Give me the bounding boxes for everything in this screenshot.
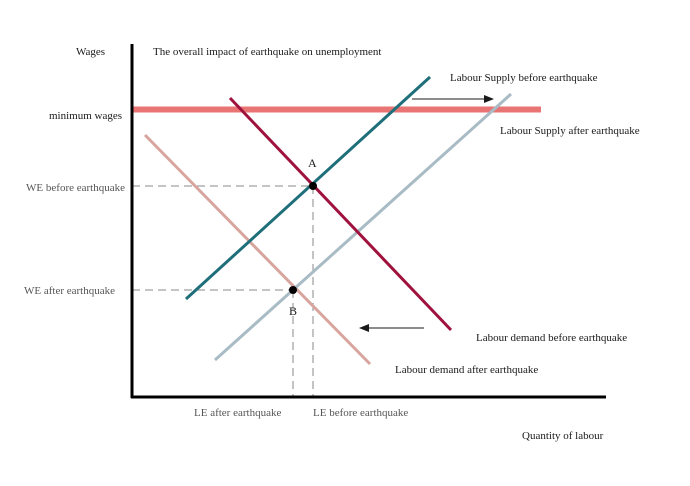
- guide-lines: [132, 185, 314, 397]
- demand-before-label: Labour demand before earthquake: [476, 332, 627, 344]
- x-axis-label: Quantity of labour: [522, 430, 604, 442]
- wage-before-label: WE before earthquake: [26, 182, 125, 194]
- equilibrium-point-a: [309, 182, 317, 190]
- equilibrium-point-b: [289, 286, 297, 294]
- quantity-after-label: LE after earthquake: [194, 407, 281, 419]
- supply-after-label: Labour Supply after earthquake: [500, 125, 640, 137]
- point-b-label: B: [289, 304, 297, 318]
- minimum-wage-label: minimum wages: [49, 110, 122, 122]
- wage-after-label: WE after earthquake: [24, 285, 115, 297]
- diagram-title: The overall impact of earthquake on unem…: [153, 46, 381, 58]
- demand-before-curve: [228, 96, 453, 332]
- demand-after-label: Labour demand after earthquake: [395, 364, 538, 376]
- supply-before-curve: [184, 75, 432, 301]
- y-axis-label: Wages: [76, 46, 105, 58]
- demand-after-curve: [143, 133, 372, 366]
- quantity-before-label: LE before earthquake: [313, 407, 408, 419]
- point-a-label: A: [308, 156, 317, 170]
- supply-before-label: Labour Supply before earthquake: [450, 72, 598, 84]
- supply-after-curve: [213, 92, 513, 362]
